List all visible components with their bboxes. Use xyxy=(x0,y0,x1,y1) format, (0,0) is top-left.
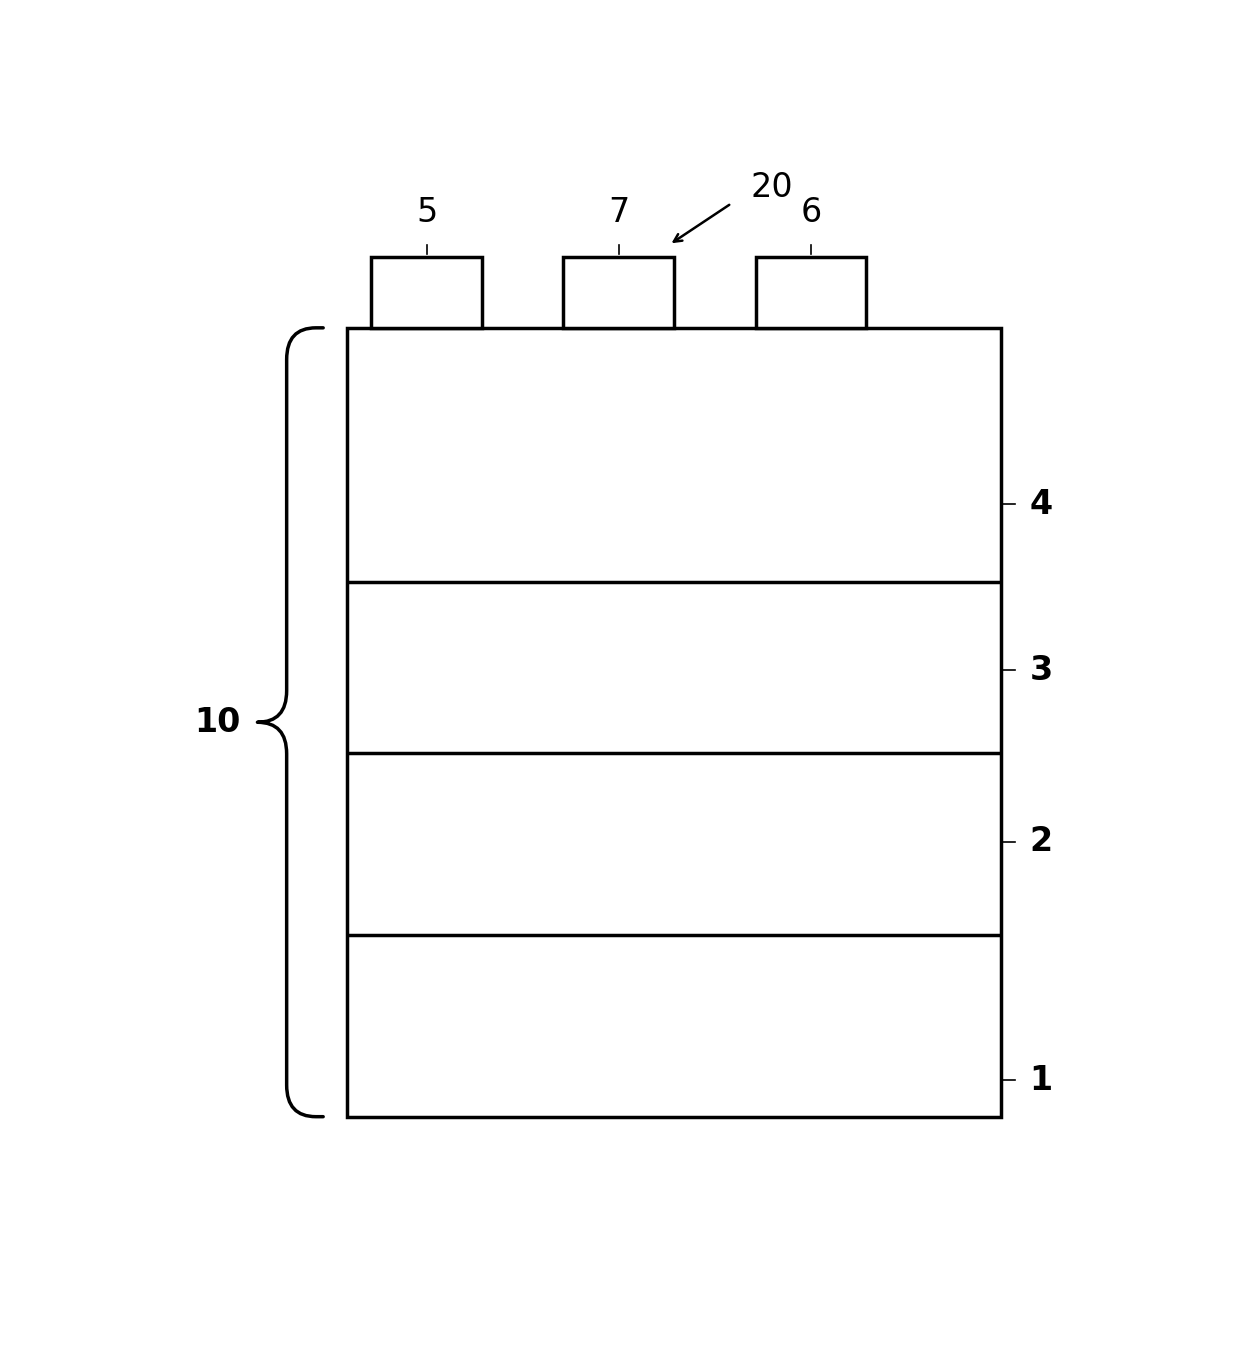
Text: 20: 20 xyxy=(751,171,794,204)
Bar xyxy=(563,257,675,328)
Text: 3: 3 xyxy=(1029,654,1053,687)
Text: 10: 10 xyxy=(195,706,241,739)
Bar xyxy=(755,257,866,328)
Text: 7: 7 xyxy=(609,197,630,229)
Text: 5: 5 xyxy=(417,197,438,229)
Bar xyxy=(347,328,1001,1116)
Bar xyxy=(371,257,481,328)
Text: 4: 4 xyxy=(1029,488,1053,520)
Text: 1: 1 xyxy=(1029,1064,1053,1097)
Text: 2: 2 xyxy=(1029,825,1053,859)
Text: 6: 6 xyxy=(801,197,822,229)
